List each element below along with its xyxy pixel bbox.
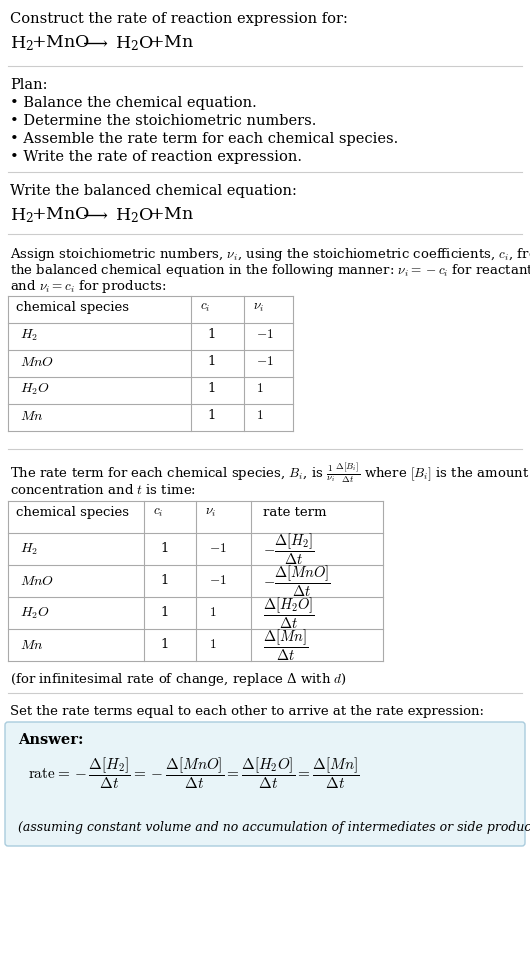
Text: $-\dfrac{\Delta[MnO]}{\Delta t}$: $-\dfrac{\Delta[MnO]}{\Delta t}$ bbox=[263, 563, 331, 599]
Text: $c_i$: $c_i$ bbox=[200, 301, 210, 314]
Text: $-1$: $-1$ bbox=[256, 355, 274, 368]
Text: $Mn$: $Mn$ bbox=[20, 638, 43, 652]
Text: $1$: $1$ bbox=[209, 638, 217, 652]
Text: $\dfrac{\Delta[Mn]}{\Delta t}$: $\dfrac{\Delta[Mn]}{\Delta t}$ bbox=[263, 628, 308, 663]
Text: $\mathregular{+ MnO}$: $\mathregular{+ MnO}$ bbox=[31, 206, 90, 223]
Text: Answer:: Answer: bbox=[18, 733, 84, 747]
Text: $\mathregular{H_2}$: $\mathregular{H_2}$ bbox=[10, 206, 34, 224]
Text: $-\dfrac{\Delta[H_2]}{\Delta t}$: $-\dfrac{\Delta[H_2]}{\Delta t}$ bbox=[263, 531, 315, 567]
Text: $\mathregular{H_2O}$: $\mathregular{H_2O}$ bbox=[115, 206, 154, 224]
Text: 1: 1 bbox=[160, 638, 169, 652]
Text: $\mathregular{\longrightarrow}$: $\mathregular{\longrightarrow}$ bbox=[79, 206, 108, 223]
Text: Set the rate terms equal to each other to arrive at the rate expression:: Set the rate terms equal to each other t… bbox=[10, 705, 484, 718]
Text: • Assemble the rate term for each chemical species.: • Assemble the rate term for each chemic… bbox=[10, 132, 398, 146]
Text: $H_2$: $H_2$ bbox=[20, 328, 38, 344]
Text: • Write the rate of reaction expression.: • Write the rate of reaction expression. bbox=[10, 150, 302, 164]
Text: $\mathregular{+ MnO}$: $\mathregular{+ MnO}$ bbox=[31, 34, 90, 51]
Text: $\nu_i$: $\nu_i$ bbox=[253, 301, 264, 314]
Text: The rate term for each chemical species, $B_i$, is $\frac{1}{\nu_i}\frac{\Delta[: The rate term for each chemical species,… bbox=[10, 461, 529, 485]
Text: 1: 1 bbox=[207, 382, 215, 395]
Text: Assign stoichiometric numbers, $\nu_i$, using the stoichiometric coefficients, $: Assign stoichiometric numbers, $\nu_i$, … bbox=[10, 246, 530, 263]
Text: (for infinitesimal rate of change, replace Δ with $d$): (for infinitesimal rate of change, repla… bbox=[10, 671, 347, 688]
Text: 1: 1 bbox=[160, 606, 169, 620]
Text: 1: 1 bbox=[207, 355, 215, 368]
Text: concentration and $t$ is time:: concentration and $t$ is time: bbox=[10, 483, 196, 497]
Text: $H_2O$: $H_2O$ bbox=[20, 605, 49, 621]
FancyBboxPatch shape bbox=[5, 722, 525, 846]
Text: $\mathregular{+ Mn}$: $\mathregular{+ Mn}$ bbox=[149, 34, 194, 51]
Text: $-1$: $-1$ bbox=[256, 328, 274, 341]
Text: $\dfrac{\Delta[H_2O]}{\Delta t}$: $\dfrac{\Delta[H_2O]}{\Delta t}$ bbox=[263, 595, 314, 630]
Text: $Mn$: $Mn$ bbox=[20, 409, 43, 423]
Text: Write the balanced chemical equation:: Write the balanced chemical equation: bbox=[10, 184, 297, 198]
Text: $-1$: $-1$ bbox=[209, 575, 227, 588]
Text: chemical species: chemical species bbox=[16, 301, 129, 314]
Text: $MnO$: $MnO$ bbox=[20, 574, 54, 588]
Text: and $\nu_i = c_i$ for products:: and $\nu_i = c_i$ for products: bbox=[10, 278, 166, 295]
Text: $1$: $1$ bbox=[209, 606, 217, 620]
Text: Plan:: Plan: bbox=[10, 78, 48, 92]
Text: Construct the rate of reaction expression for:: Construct the rate of reaction expressio… bbox=[10, 12, 348, 26]
Text: $\mathregular{+ Mn}$: $\mathregular{+ Mn}$ bbox=[149, 206, 194, 223]
Text: 1: 1 bbox=[160, 575, 169, 588]
Text: 1: 1 bbox=[207, 409, 215, 422]
Text: 1: 1 bbox=[160, 543, 169, 555]
Text: • Determine the stoichiometric numbers.: • Determine the stoichiometric numbers. bbox=[10, 114, 316, 128]
Text: $\mathregular{\longrightarrow}$: $\mathregular{\longrightarrow}$ bbox=[79, 34, 108, 51]
Text: $\mathregular{H_2O}$: $\mathregular{H_2O}$ bbox=[115, 34, 154, 53]
Text: $-1$: $-1$ bbox=[209, 543, 227, 555]
Text: $\mathregular{H_2}$: $\mathregular{H_2}$ bbox=[10, 34, 34, 53]
Text: (assuming constant volume and no accumulation of intermediates or side products): (assuming constant volume and no accumul… bbox=[18, 821, 530, 834]
Text: $\nu_i$: $\nu_i$ bbox=[205, 506, 216, 519]
Text: $1$: $1$ bbox=[256, 382, 263, 395]
Text: $H_2O$: $H_2O$ bbox=[20, 382, 49, 397]
Text: chemical species: chemical species bbox=[16, 506, 129, 519]
Text: $c_i$: $c_i$ bbox=[153, 506, 163, 519]
Text: $H_2$: $H_2$ bbox=[20, 542, 38, 556]
Text: rate term: rate term bbox=[263, 506, 326, 519]
Text: $1$: $1$ bbox=[256, 409, 263, 422]
Text: $MnO$: $MnO$ bbox=[20, 355, 54, 369]
Text: • Balance the chemical equation.: • Balance the chemical equation. bbox=[10, 96, 257, 110]
Text: $\mathrm{rate} = -\dfrac{\Delta[H_2]}{\Delta t} = -\dfrac{\Delta[MnO]}{\Delta t}: $\mathrm{rate} = -\dfrac{\Delta[H_2]}{\D… bbox=[28, 755, 359, 791]
Text: 1: 1 bbox=[207, 328, 215, 341]
Text: the balanced chemical equation in the following manner: $\nu_i = -c_i$ for react: the balanced chemical equation in the fo… bbox=[10, 262, 530, 279]
